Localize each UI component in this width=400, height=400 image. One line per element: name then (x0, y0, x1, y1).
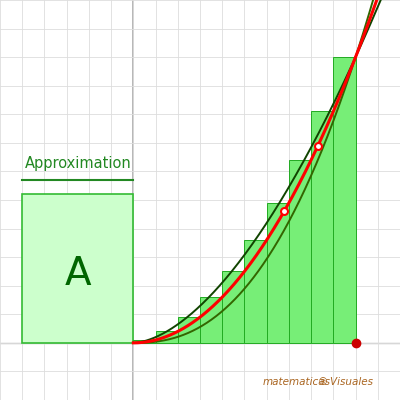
Bar (267, 203, 289, 343)
Bar (178, 317, 200, 343)
Bar (133, 340, 156, 343)
Bar (289, 160, 311, 343)
Bar (156, 332, 178, 343)
Bar (311, 112, 333, 343)
Text: Approximation: Approximation (24, 156, 131, 172)
Bar (333, 57, 356, 343)
Bar (200, 297, 222, 343)
Text: matematicasVisuales: matematicasVisuales (262, 377, 373, 387)
Text: A: A (64, 255, 91, 293)
Bar (222, 272, 244, 343)
Bar (22, 194, 133, 343)
Text: ®: ® (318, 377, 328, 387)
Bar (244, 240, 267, 343)
